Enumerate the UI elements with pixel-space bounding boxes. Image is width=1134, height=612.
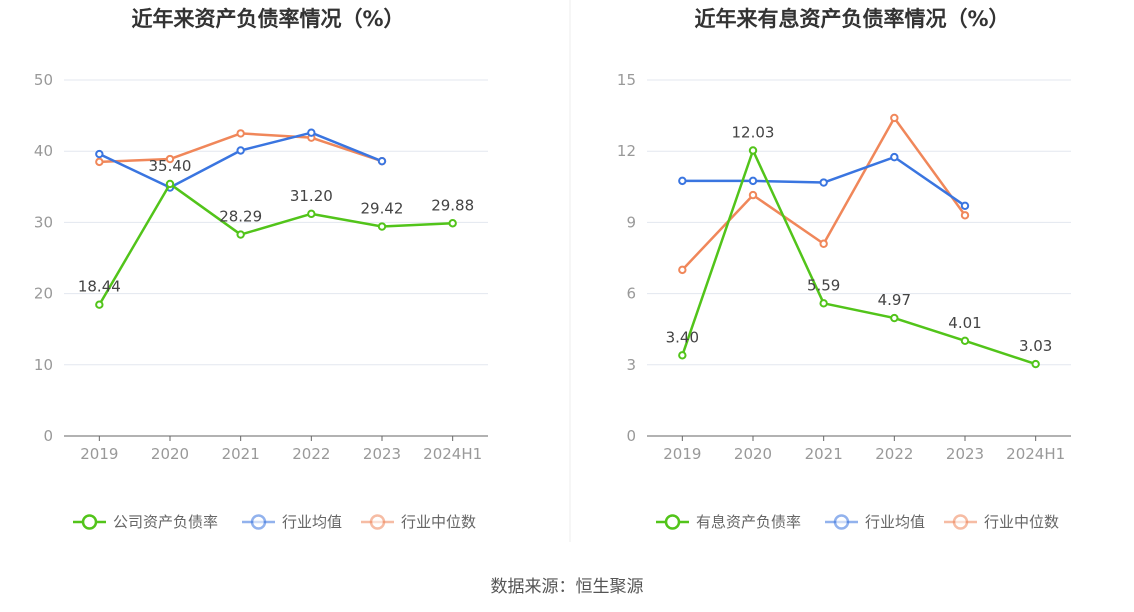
chart-title: 近年来资产负债率情况（%） <box>131 7 404 31</box>
legend-item[interactable]: 行业均值 <box>825 513 925 531</box>
data-point <box>819 299 828 308</box>
series-line-company <box>681 149 1037 366</box>
data-point <box>890 152 899 162</box>
data-point <box>819 239 828 248</box>
data-point <box>748 190 758 200</box>
legend-label: 有息资产负债率 <box>696 513 801 531</box>
data-point <box>236 129 245 138</box>
chart-panel-interest-debt-ratio: 近年来有息资产负债率情况（%） 0 3 6 9 12 15 2019 2020 2021 2022 2… <box>617 7 1071 531</box>
x-tick-label: 2024H1 <box>423 445 482 463</box>
data-point <box>960 201 970 210</box>
legend-label: 行业均值 <box>865 513 925 531</box>
y-tick-label: 6 <box>626 285 636 303</box>
data-point <box>307 128 316 137</box>
y-tick-label: 50 <box>34 71 53 89</box>
y-tick-label: 40 <box>34 142 53 160</box>
data-label: 4.97 <box>878 291 911 309</box>
legend-swatch-marker <box>81 514 98 530</box>
data-point <box>819 178 828 187</box>
data-label: 18.44 <box>78 278 121 296</box>
data-point <box>377 222 387 231</box>
legend-swatch-marker <box>369 514 386 530</box>
y-tick-label: 0 <box>43 427 53 445</box>
data-point <box>448 219 457 228</box>
data-point <box>236 230 245 239</box>
legend-label: 行业中位数 <box>984 513 1059 531</box>
x-tick-label: 2020 <box>734 445 772 463</box>
data-point <box>960 211 970 220</box>
data-label: 29.42 <box>361 200 404 218</box>
data-point <box>678 176 687 186</box>
data-point <box>748 176 758 186</box>
chart-panel-debt-ratio: 近年来资产负债率情况（%） 0 10 20 30 40 50 2019 2020 2021 2022… <box>34 7 488 531</box>
y-tick-label: 12 <box>617 142 636 160</box>
y-tick-label: 3 <box>626 356 636 374</box>
data-label: 28.29 <box>219 208 262 226</box>
data-point <box>960 336 970 346</box>
x-tick-label: 2021 <box>805 445 843 463</box>
y-tick-label: 15 <box>617 71 636 89</box>
x-tick-label: 2023 <box>363 445 401 463</box>
x-tick-label: 2022 <box>875 445 913 463</box>
legend-item[interactable]: 行业中位数 <box>361 513 476 531</box>
legend-item[interactable]: 行业中位数 <box>944 513 1059 531</box>
x-tick-label: 2022 <box>292 445 330 463</box>
y-tick-label: 30 <box>34 213 53 231</box>
x-tick-label: 2019 <box>663 445 701 463</box>
data-point <box>165 154 175 164</box>
data-point <box>678 265 687 275</box>
legend-swatch-marker <box>664 514 681 530</box>
legend-label: 公司资产负债率 <box>113 513 218 531</box>
legend-item[interactable]: 有息资产负债率 <box>656 513 801 531</box>
data-point <box>678 351 687 360</box>
legend-swatch-marker <box>952 514 969 530</box>
data-point <box>1031 359 1040 369</box>
legend-item[interactable]: 公司资产负债率 <box>73 513 218 531</box>
x-tick-label: 2024H1 <box>1006 445 1065 463</box>
data-point <box>890 313 899 323</box>
data-point <box>377 156 387 166</box>
legend-label: 行业均值 <box>282 513 342 531</box>
legend-item[interactable]: 行业均值 <box>242 513 342 531</box>
y-tick-label: 20 <box>34 285 53 303</box>
y-tick-label: 9 <box>626 213 636 231</box>
series-line-company <box>98 182 453 306</box>
data-point <box>95 157 104 167</box>
x-tick-label: 2023 <box>946 445 984 463</box>
data-point <box>236 146 245 155</box>
data-label: 35.40 <box>149 157 192 175</box>
data-point <box>307 209 316 219</box>
data-point <box>748 146 758 155</box>
data-label: 29.88 <box>431 196 474 214</box>
data-label: 31.20 <box>290 187 333 205</box>
data-label: 5.59 <box>807 276 840 294</box>
data-label: 4.01 <box>948 314 981 332</box>
data-point <box>95 149 104 159</box>
y-tick-label: 0 <box>626 427 636 445</box>
x-tick-label: 2019 <box>80 445 118 463</box>
data-label: 3.03 <box>1019 337 1052 355</box>
legend-label: 行业中位数 <box>401 513 476 531</box>
legend-swatch-marker <box>250 514 267 530</box>
y-tick-label: 10 <box>34 356 53 374</box>
data-label: 12.03 <box>732 123 775 141</box>
data-label: 3.40 <box>666 328 699 346</box>
source-note: 数据来源：恒生聚源 <box>491 577 644 597</box>
data-point <box>165 179 175 189</box>
x-tick-label: 2020 <box>151 445 189 463</box>
chart-title: 近年来有息资产负债率情况（%） <box>694 7 1009 31</box>
data-point <box>890 113 899 123</box>
data-point <box>95 300 104 309</box>
legend-swatch-marker <box>833 514 850 530</box>
x-tick-label: 2021 <box>222 445 260 463</box>
